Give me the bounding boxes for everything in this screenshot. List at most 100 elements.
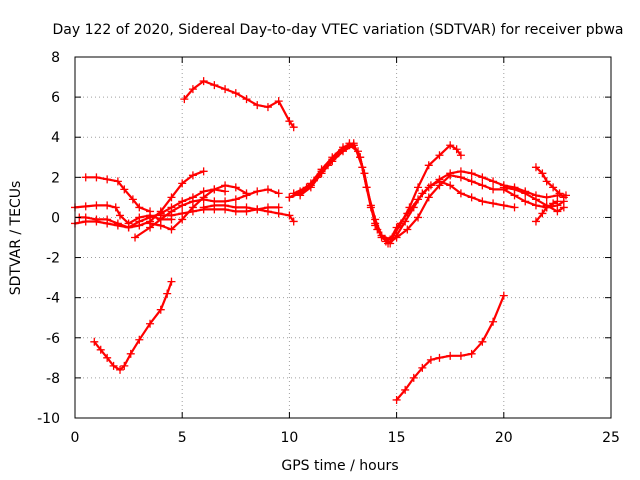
data-point xyxy=(126,349,135,358)
data-point xyxy=(377,233,386,242)
data-point xyxy=(135,335,144,344)
data-point xyxy=(478,197,487,206)
data-point xyxy=(120,185,129,194)
data-series-arc-9 xyxy=(180,77,298,132)
data-point xyxy=(456,351,465,360)
data-point xyxy=(531,163,540,172)
y-tick-label: 8 xyxy=(51,50,60,66)
data-point xyxy=(435,353,444,362)
series-group xyxy=(71,77,570,404)
data-point xyxy=(180,95,189,104)
data-series-arc-4 xyxy=(81,173,155,216)
y-tick-label: -4 xyxy=(46,291,60,307)
data-point xyxy=(549,183,558,192)
data-point xyxy=(109,361,118,370)
data-point xyxy=(253,205,262,214)
data-point xyxy=(103,215,112,224)
data-point xyxy=(116,211,125,220)
data-series-arc-17 xyxy=(90,277,176,374)
chart-title: Day 122 of 2020, Sidereal Day-to-day VTE… xyxy=(52,22,623,38)
data-point xyxy=(103,175,112,184)
data-point xyxy=(210,185,219,194)
data-point xyxy=(467,193,476,202)
data-series-arc-13 xyxy=(296,141,519,248)
data-point xyxy=(167,193,176,202)
data-point xyxy=(263,185,272,194)
data-point xyxy=(531,195,540,204)
data-point xyxy=(289,123,298,132)
data-point xyxy=(409,203,418,212)
data-point xyxy=(103,353,112,362)
data-point xyxy=(81,173,90,182)
data-point xyxy=(467,177,476,186)
data-point xyxy=(131,233,140,242)
data-point xyxy=(199,203,208,212)
data-point xyxy=(124,223,133,232)
data-point xyxy=(188,207,197,216)
data-point xyxy=(392,395,401,404)
data-series-arc-16 xyxy=(531,197,562,226)
data-point xyxy=(521,189,530,198)
data-point xyxy=(553,207,562,216)
data-point xyxy=(349,141,358,150)
data-point xyxy=(467,169,476,178)
x-axis-label: GPS time / hours xyxy=(281,458,398,474)
data-point xyxy=(403,225,412,234)
data-point xyxy=(435,177,444,186)
data-point xyxy=(386,239,395,248)
data-point xyxy=(418,189,427,198)
data-point xyxy=(156,221,165,230)
data-point xyxy=(231,183,240,192)
data-point xyxy=(156,211,165,220)
axis-ticks xyxy=(74,56,612,419)
x-tick-label: 20 xyxy=(495,430,513,446)
data-point xyxy=(446,141,455,150)
data-point xyxy=(409,373,418,382)
data-point xyxy=(549,199,558,208)
data-point xyxy=(499,183,508,192)
data-point xyxy=(499,201,508,210)
data-point xyxy=(478,181,487,190)
series-line xyxy=(202,204,295,223)
y-tick-label: 6 xyxy=(51,90,60,106)
series-line xyxy=(183,80,295,129)
data-point xyxy=(435,151,444,160)
y-tick-label: 2 xyxy=(51,170,60,186)
data-point xyxy=(199,193,208,202)
x-tick-label: 5 xyxy=(178,430,187,446)
data-point xyxy=(538,169,547,178)
data-series-arc-8 xyxy=(199,201,298,226)
data-point xyxy=(555,189,564,198)
data-point xyxy=(510,185,519,194)
data-point xyxy=(456,167,465,176)
data-point xyxy=(274,189,283,198)
data-point xyxy=(542,177,551,186)
y-tick-label: -6 xyxy=(46,331,60,347)
data-point xyxy=(81,213,90,222)
data-point xyxy=(489,317,498,326)
data-point xyxy=(163,289,172,298)
data-point xyxy=(414,213,423,222)
data-point xyxy=(285,117,294,126)
data-point xyxy=(446,169,455,178)
data-point xyxy=(113,177,122,186)
data-point xyxy=(371,219,380,228)
data-point xyxy=(81,202,90,211)
data-point xyxy=(356,153,365,162)
y-tick-label: -10 xyxy=(37,411,60,427)
data-point xyxy=(426,181,435,190)
data-point xyxy=(499,291,508,300)
x-tick-label: 10 xyxy=(280,430,298,446)
data-point xyxy=(263,207,272,216)
data-point xyxy=(424,161,433,170)
data-point xyxy=(188,171,197,180)
data-point xyxy=(328,157,337,166)
data-series-arc-15 xyxy=(531,163,568,202)
data-point xyxy=(178,201,187,210)
data-point xyxy=(253,101,262,110)
data-point xyxy=(478,337,487,346)
y-tick-label: -8 xyxy=(46,371,60,387)
data-point xyxy=(456,151,465,160)
data-point xyxy=(426,355,435,364)
data-point xyxy=(231,89,240,98)
